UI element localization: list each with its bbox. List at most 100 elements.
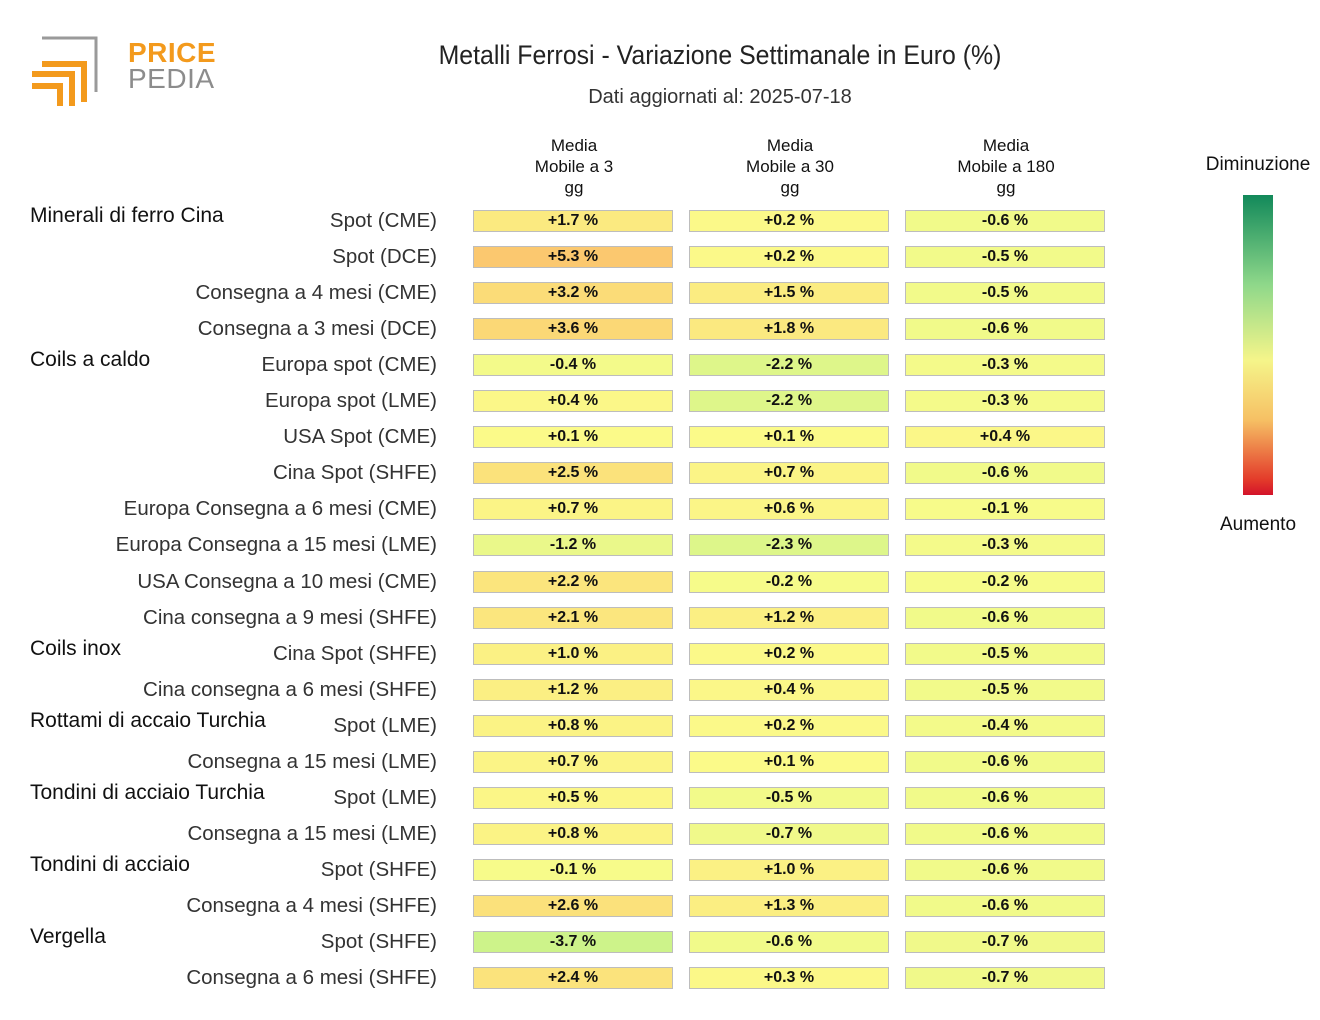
heatmap-cell: -0.3 % (905, 390, 1105, 413)
heatmap-cell: +1.7 % (473, 210, 673, 232)
heatmap-cell: +3.6 % (473, 318, 673, 341)
heatmap-cell: +0.8 % (473, 822, 673, 845)
heatmap-cell: +0.1 % (689, 426, 889, 449)
logo-mark-icon (32, 36, 98, 106)
heatmap-cell: +1.2 % (473, 678, 673, 701)
heatmap-cell: +0.5 % (473, 786, 673, 809)
heatmap-cell: +1.0 % (473, 642, 673, 665)
heatmap-cell: +0.7 % (473, 498, 673, 521)
heatmap-cell: +0.4 % (689, 678, 889, 701)
heatmap-cell: +5.3 % (473, 246, 673, 269)
heatmap-cell: -0.6 % (905, 462, 1105, 485)
heatmap-cell: -0.3 % (905, 534, 1105, 557)
heatmap-cell: -0.6 % (689, 931, 889, 953)
row-label: Cina Spot (SHFE) (272, 461, 437, 485)
heatmap-cell: +1.8 % (689, 318, 889, 341)
heatmap-cell: +2.5 % (473, 462, 673, 485)
heatmap-cell: -3.7 % (473, 931, 673, 953)
heatmap-cell: +0.2 % (689, 714, 889, 737)
heatmap-cell: -0.6 % (905, 318, 1105, 341)
heatmap-cell: +2.4 % (473, 967, 673, 990)
row-label: Consegna a 15 mesi (LME) (187, 821, 437, 845)
heatmap-cell: +0.2 % (689, 210, 889, 232)
heatmap-cell: -0.5 % (905, 642, 1105, 665)
heatmap-cell: -0.4 % (473, 354, 673, 377)
row-label: Spot (DCE) (332, 245, 437, 269)
heatmap-cell: +1.0 % (689, 858, 889, 881)
heatmap-cell: +0.2 % (689, 642, 889, 665)
group-label: Coils a caldo (30, 348, 151, 372)
row-label: USA Spot (CME) (283, 425, 437, 449)
row-label: Consegna a 3 mesi (DCE) (197, 317, 437, 341)
heatmap-cell: -1.2 % (473, 534, 673, 557)
group-label: Rottami di accaio Turchia (30, 708, 266, 732)
row-label: Spot (LME) (333, 785, 437, 809)
heatmap-cell: -0.7 % (905, 931, 1105, 953)
heatmap-cell: +2.6 % (473, 894, 673, 917)
heatmap-cell: -0.1 % (905, 498, 1105, 521)
row-label: Cina consegna a 9 mesi (SHFE) (143, 605, 437, 629)
heatmap-cell: -0.6 % (905, 894, 1105, 917)
logo-price-text: PRICE (128, 37, 217, 68)
heatmap-cell: -2.3 % (689, 534, 889, 557)
heatmap-cell: -0.5 % (689, 786, 889, 809)
column-header: Media Mobile a 30 gg (746, 136, 834, 197)
row-label: Spot (SHFE) (320, 857, 437, 881)
heatmap-cell: -0.6 % (905, 606, 1105, 629)
heatmap-cell: +1.3 % (689, 894, 889, 917)
heatmap-cell: -0.6 % (905, 210, 1105, 232)
legend-color-bar (1243, 195, 1273, 495)
row-label: Consegna a 6 mesi (SHFE) (186, 966, 437, 990)
column-header: Media Mobile a 180 gg (957, 136, 1055, 197)
chart-title: Metalli Ferrosi - Variazione Settimanale… (438, 40, 1002, 70)
heatmap-cell: +3.2 % (473, 282, 673, 305)
heatmap-cell: -0.2 % (689, 570, 889, 593)
heatmap-cell: +0.6 % (689, 498, 889, 521)
heatmap-cell: +0.4 % (905, 426, 1105, 449)
row-label: Europa Consegna a 15 mesi (LME) (115, 533, 437, 557)
group-label: Tondini di acciaio (30, 852, 190, 876)
heatmap-cell: -0.7 % (905, 967, 1105, 990)
legend-bottom-label: Aumento (1219, 514, 1297, 535)
heatmap-cell: -0.6 % (905, 750, 1105, 773)
logo-pedia-text: PEDIA (128, 63, 215, 94)
row-label: Cina Spot (SHFE) (272, 641, 437, 665)
group-label: Coils inox (30, 636, 122, 660)
heatmap-cell: -0.5 % (905, 282, 1105, 305)
heatmap-cell: -0.3 % (905, 354, 1105, 377)
column-header: Media Mobile a 3 gg (534, 136, 614, 197)
group-label: Minerali di ferro Cina (30, 204, 224, 227)
row-label: Europa spot (LME) (264, 389, 437, 413)
group-label: Vergella (30, 925, 106, 948)
heatmap-cell: -0.1 % (473, 858, 673, 881)
row-label: Europa Consegna a 6 mesi (CME) (123, 497, 437, 521)
row-label: Spot (CME) (329, 209, 437, 232)
heatmap-cell: -2.2 % (689, 390, 889, 413)
heatmap-cell: -0.5 % (905, 678, 1105, 701)
heatmap-cell: +0.8 % (473, 714, 673, 737)
heatmap-cell: +2.2 % (473, 570, 673, 593)
row-label: USA Consegna a 10 mesi (CME) (137, 569, 437, 593)
heatmap-cell: +2.1 % (473, 606, 673, 629)
group-label: Tondini di acciaio Turchia (30, 780, 265, 804)
chart-subtitle: Dati aggiornati al: 2025-07-18 (588, 86, 852, 108)
row-label: Consegna a 4 mesi (SHFE) (186, 893, 437, 917)
legend-top-label: Diminuzione (1205, 154, 1311, 175)
heatmap-cell: +0.1 % (473, 426, 673, 449)
heatmap-cell: -0.2 % (905, 570, 1105, 593)
row-label: Consegna a 15 mesi (LME) (187, 749, 437, 773)
heatmap-cell: -0.6 % (905, 858, 1105, 881)
heatmap-cell: +1.2 % (689, 606, 889, 629)
heatmap-cell: +1.5 % (689, 282, 889, 305)
heatmap-cell: +0.2 % (689, 246, 889, 269)
heatmap-cell: -0.7 % (689, 822, 889, 845)
heatmap-cell: -0.5 % (905, 246, 1105, 269)
row-label: Cina consegna a 6 mesi (SHFE) (143, 677, 437, 701)
pricepedia-logo: PRICE PEDIA (28, 36, 216, 110)
row-label: Spot (SHFE) (320, 930, 437, 953)
row-label: Spot (LME) (333, 713, 437, 737)
row-label: Consegna a 4 mesi (CME) (195, 281, 437, 305)
row-label: Europa spot (CME) (261, 353, 437, 377)
heatmap-cell: -2.2 % (689, 354, 889, 377)
heatmap-cell: -0.4 % (905, 714, 1105, 737)
